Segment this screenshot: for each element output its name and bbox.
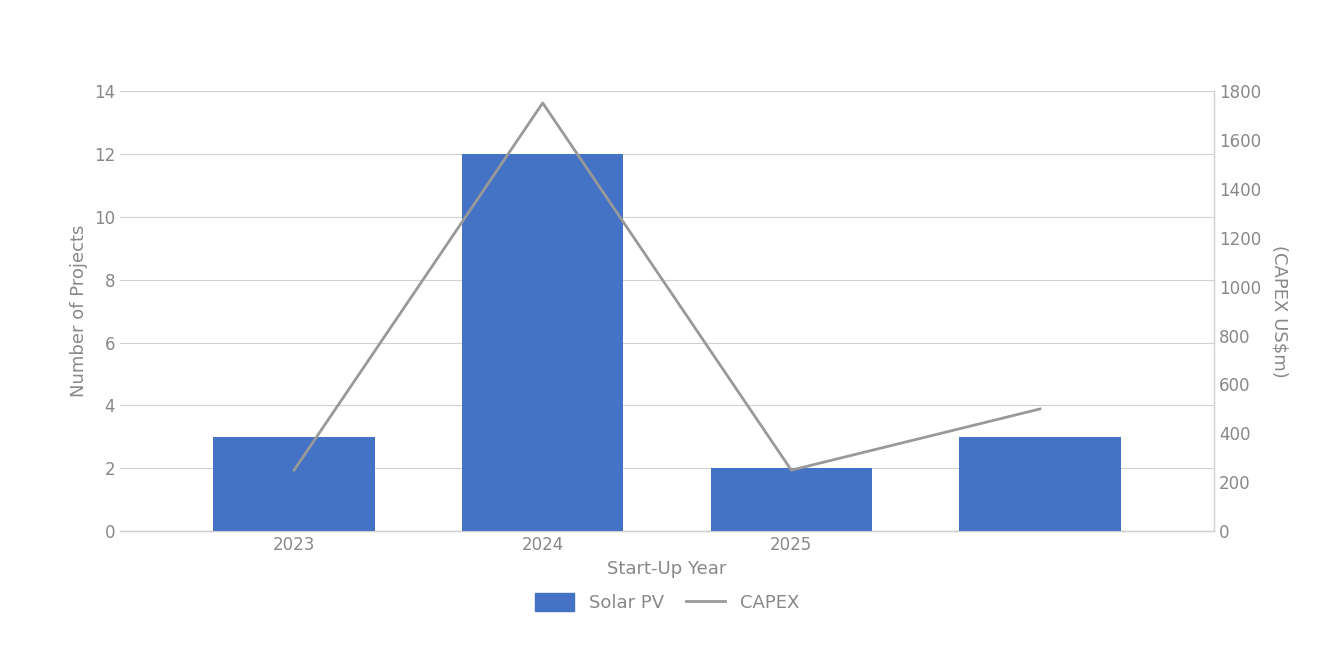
Bar: [462, 154, 623, 531]
Y-axis label: Number of Projects: Number of Projects: [71, 225, 88, 397]
Y-axis label: (CAPEX US$m): (CAPEX US$m): [1271, 245, 1289, 377]
Bar: [959, 437, 1121, 531]
Bar: [213, 437, 375, 531]
Bar: [711, 469, 872, 531]
X-axis label: Start-Up Year: Start-Up Year: [607, 560, 727, 578]
Legend: Solar PV, CAPEX: Solar PV, CAPEX: [527, 586, 807, 619]
